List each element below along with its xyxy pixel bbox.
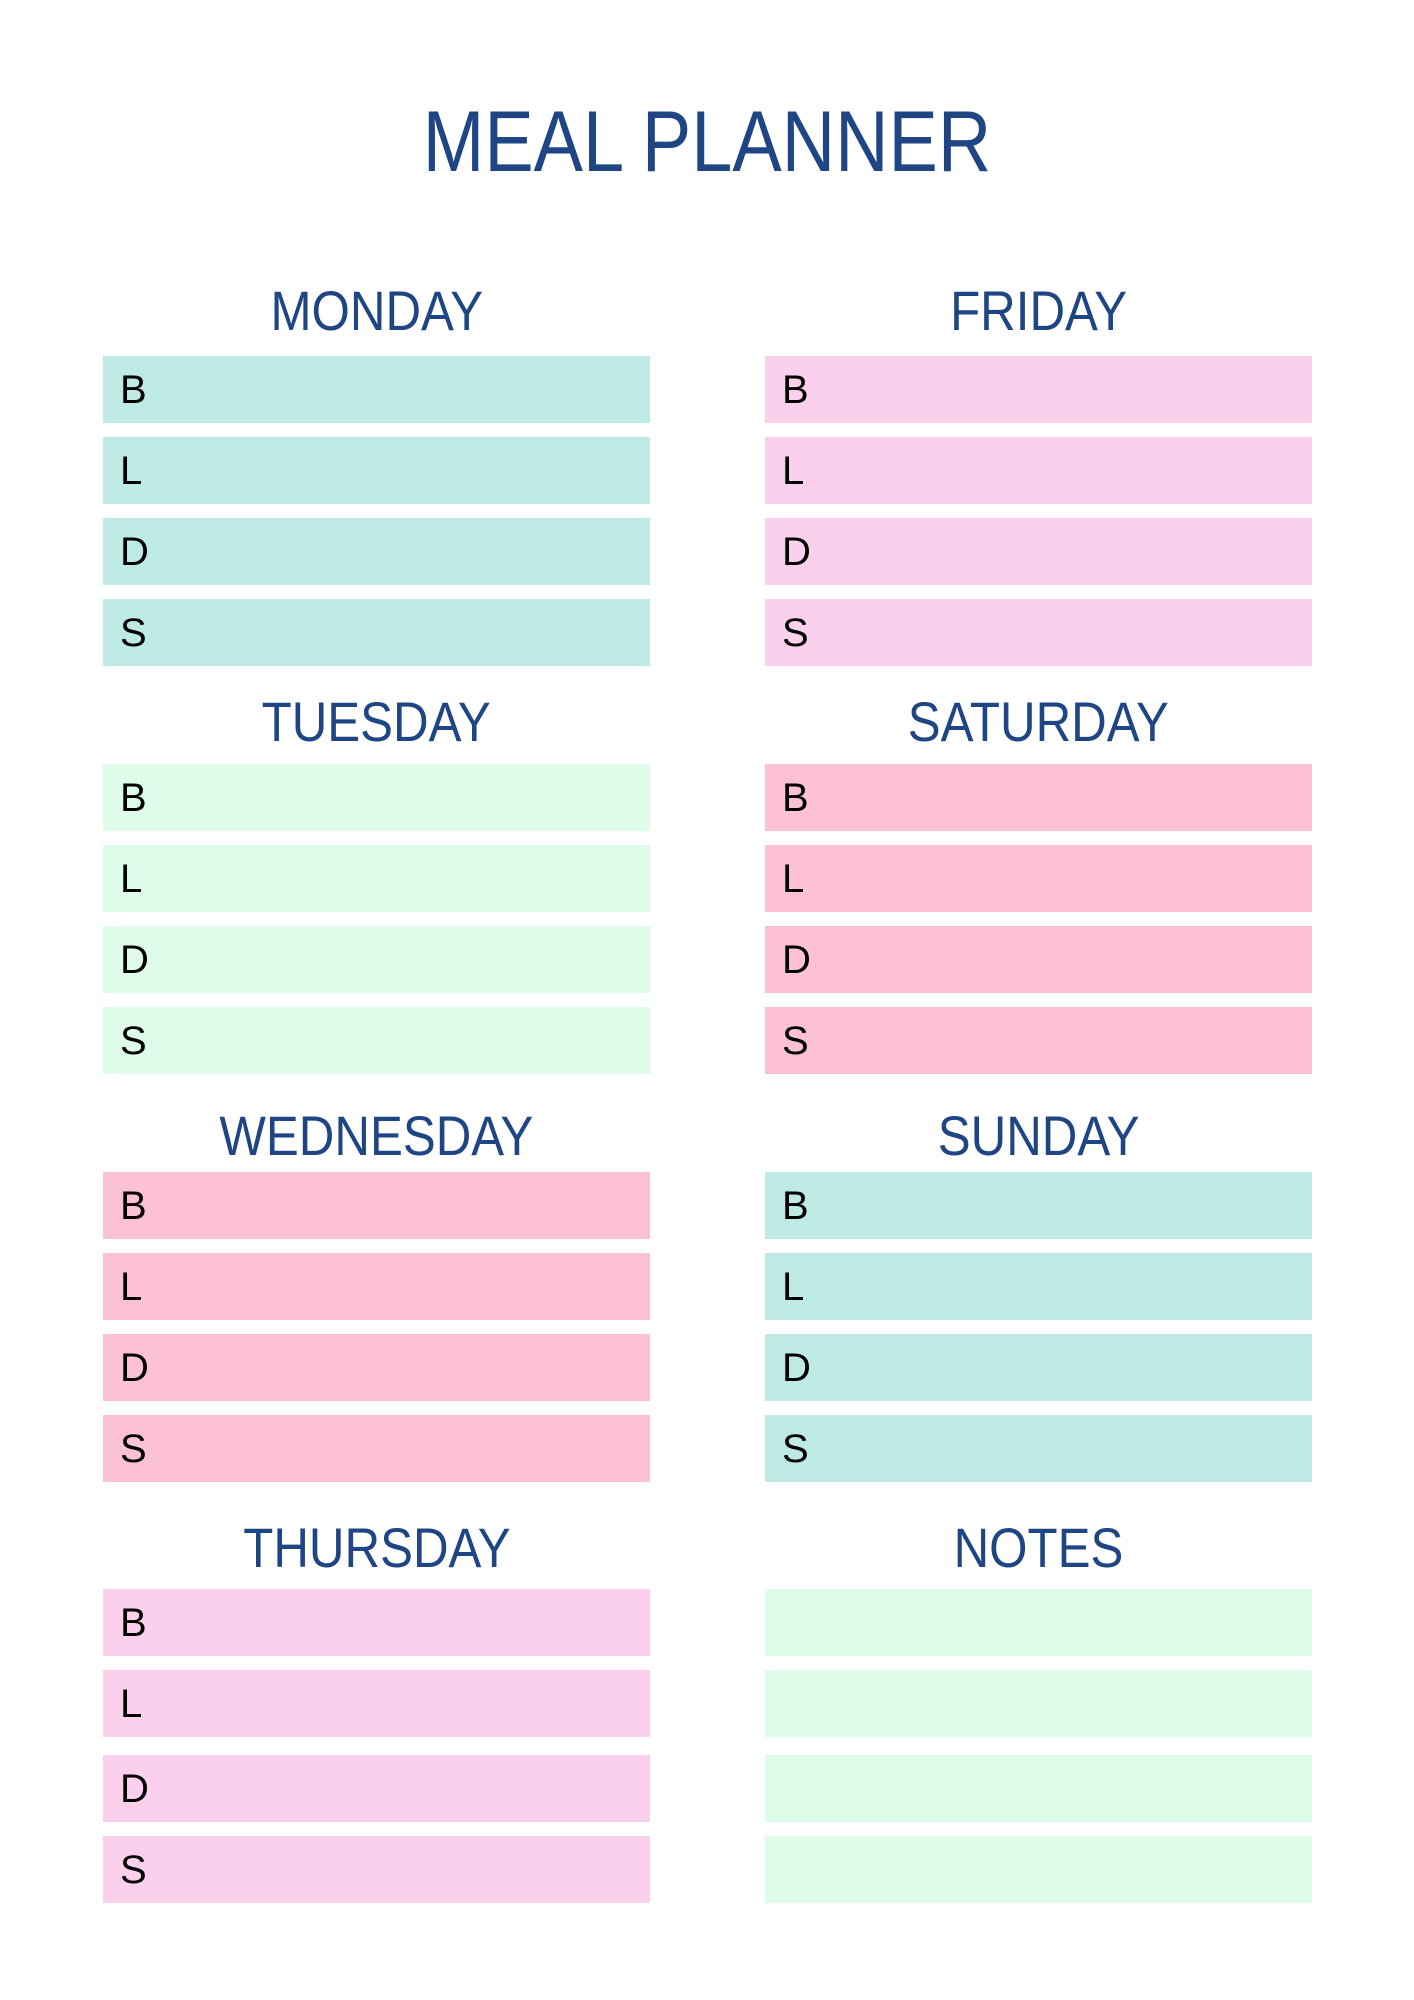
saturday-heading-text: SATURDAY bbox=[907, 690, 1170, 753]
meal-label: S bbox=[782, 1019, 809, 1063]
meal-label: B bbox=[782, 368, 809, 412]
thursday-heading: THURSDAY bbox=[103, 1518, 650, 1578]
tuesday-row[interactable]: S bbox=[103, 1007, 650, 1074]
meal-label: D bbox=[782, 938, 811, 982]
friday-row[interactable]: L bbox=[765, 437, 1312, 504]
notes-heading-text: NOTES bbox=[953, 1516, 1124, 1579]
meal-label: D bbox=[120, 530, 149, 574]
saturday-row[interactable]: S bbox=[765, 1007, 1312, 1074]
wednesday-row[interactable]: B bbox=[103, 1172, 650, 1239]
wednesday-row[interactable]: D bbox=[103, 1334, 650, 1401]
friday-heading-text: FRIDAY bbox=[949, 279, 1128, 342]
wednesday-heading-text: WEDNESDAY bbox=[219, 1104, 534, 1167]
sunday-heading-text: SUNDAY bbox=[937, 1104, 1140, 1167]
meal-label: S bbox=[120, 611, 147, 655]
monday-heading-text: MONDAY bbox=[270, 279, 483, 342]
monday-row[interactable]: S bbox=[103, 599, 650, 666]
thursday-heading-text: THURSDAY bbox=[242, 1516, 511, 1579]
meal-label: D bbox=[120, 1346, 149, 1390]
notes-row[interactable] bbox=[765, 1755, 1312, 1822]
sunday-heading: SUNDAY bbox=[765, 1106, 1312, 1166]
friday-row[interactable]: D bbox=[765, 518, 1312, 585]
meal-label: L bbox=[782, 857, 805, 901]
thursday-row[interactable]: S bbox=[103, 1836, 650, 1903]
friday-row[interactable]: S bbox=[765, 599, 1312, 666]
tuesday-heading: TUESDAY bbox=[103, 692, 650, 752]
notes-row[interactable] bbox=[765, 1670, 1312, 1737]
wednesday-row[interactable]: L bbox=[103, 1253, 650, 1320]
saturday-row[interactable]: B bbox=[765, 764, 1312, 831]
notes-heading: NOTES bbox=[765, 1518, 1312, 1578]
thursday-row[interactable]: D bbox=[103, 1755, 650, 1822]
meal-label: D bbox=[120, 1767, 149, 1811]
saturday-row[interactable]: D bbox=[765, 926, 1312, 993]
meal-label: B bbox=[782, 1184, 809, 1228]
meal-label: L bbox=[120, 1265, 143, 1309]
meal-label: S bbox=[120, 1427, 147, 1471]
meal-label: B bbox=[120, 1601, 147, 1645]
monday-row[interactable]: B bbox=[103, 356, 650, 423]
meal-label: S bbox=[782, 1427, 809, 1471]
monday-row[interactable]: D bbox=[103, 518, 650, 585]
meal-label: B bbox=[120, 776, 147, 820]
sunday-row[interactable]: S bbox=[765, 1415, 1312, 1482]
wednesday-row[interactable]: S bbox=[103, 1415, 650, 1482]
meal-label: B bbox=[120, 368, 147, 412]
meal-label: L bbox=[120, 1682, 143, 1726]
page-title: MEAL PLANNER bbox=[422, 94, 992, 190]
meal-label: D bbox=[120, 938, 149, 982]
friday-row[interactable]: B bbox=[765, 356, 1312, 423]
meal-label: B bbox=[782, 776, 809, 820]
tuesday-row[interactable]: L bbox=[103, 845, 650, 912]
meal-label: S bbox=[120, 1019, 147, 1063]
meal-label: L bbox=[782, 449, 805, 493]
meal-label: D bbox=[782, 1346, 811, 1390]
meal-label: L bbox=[120, 449, 143, 493]
monday-heading: MONDAY bbox=[103, 281, 650, 341]
tuesday-heading-text: TUESDAY bbox=[261, 690, 492, 753]
meal-label: S bbox=[782, 611, 809, 655]
meal-label: L bbox=[120, 857, 143, 901]
wednesday-heading: WEDNESDAY bbox=[103, 1106, 650, 1166]
meal-label: S bbox=[120, 1848, 147, 1892]
tuesday-row[interactable]: D bbox=[103, 926, 650, 993]
tuesday-row[interactable]: B bbox=[103, 764, 650, 831]
notes-row[interactable] bbox=[765, 1589, 1312, 1656]
meal-label: L bbox=[782, 1265, 805, 1309]
sunday-row[interactable]: D bbox=[765, 1334, 1312, 1401]
friday-heading: FRIDAY bbox=[765, 281, 1312, 341]
thursday-row[interactable]: B bbox=[103, 1589, 650, 1656]
saturday-heading: SATURDAY bbox=[765, 692, 1312, 752]
thursday-row[interactable]: L bbox=[103, 1670, 650, 1737]
saturday-row[interactable]: L bbox=[765, 845, 1312, 912]
monday-row[interactable]: L bbox=[103, 437, 650, 504]
sunday-row[interactable]: L bbox=[765, 1253, 1312, 1320]
notes-row[interactable] bbox=[765, 1836, 1312, 1903]
meal-label: B bbox=[120, 1184, 147, 1228]
sunday-row[interactable]: B bbox=[765, 1172, 1312, 1239]
meal-label: D bbox=[782, 530, 811, 574]
